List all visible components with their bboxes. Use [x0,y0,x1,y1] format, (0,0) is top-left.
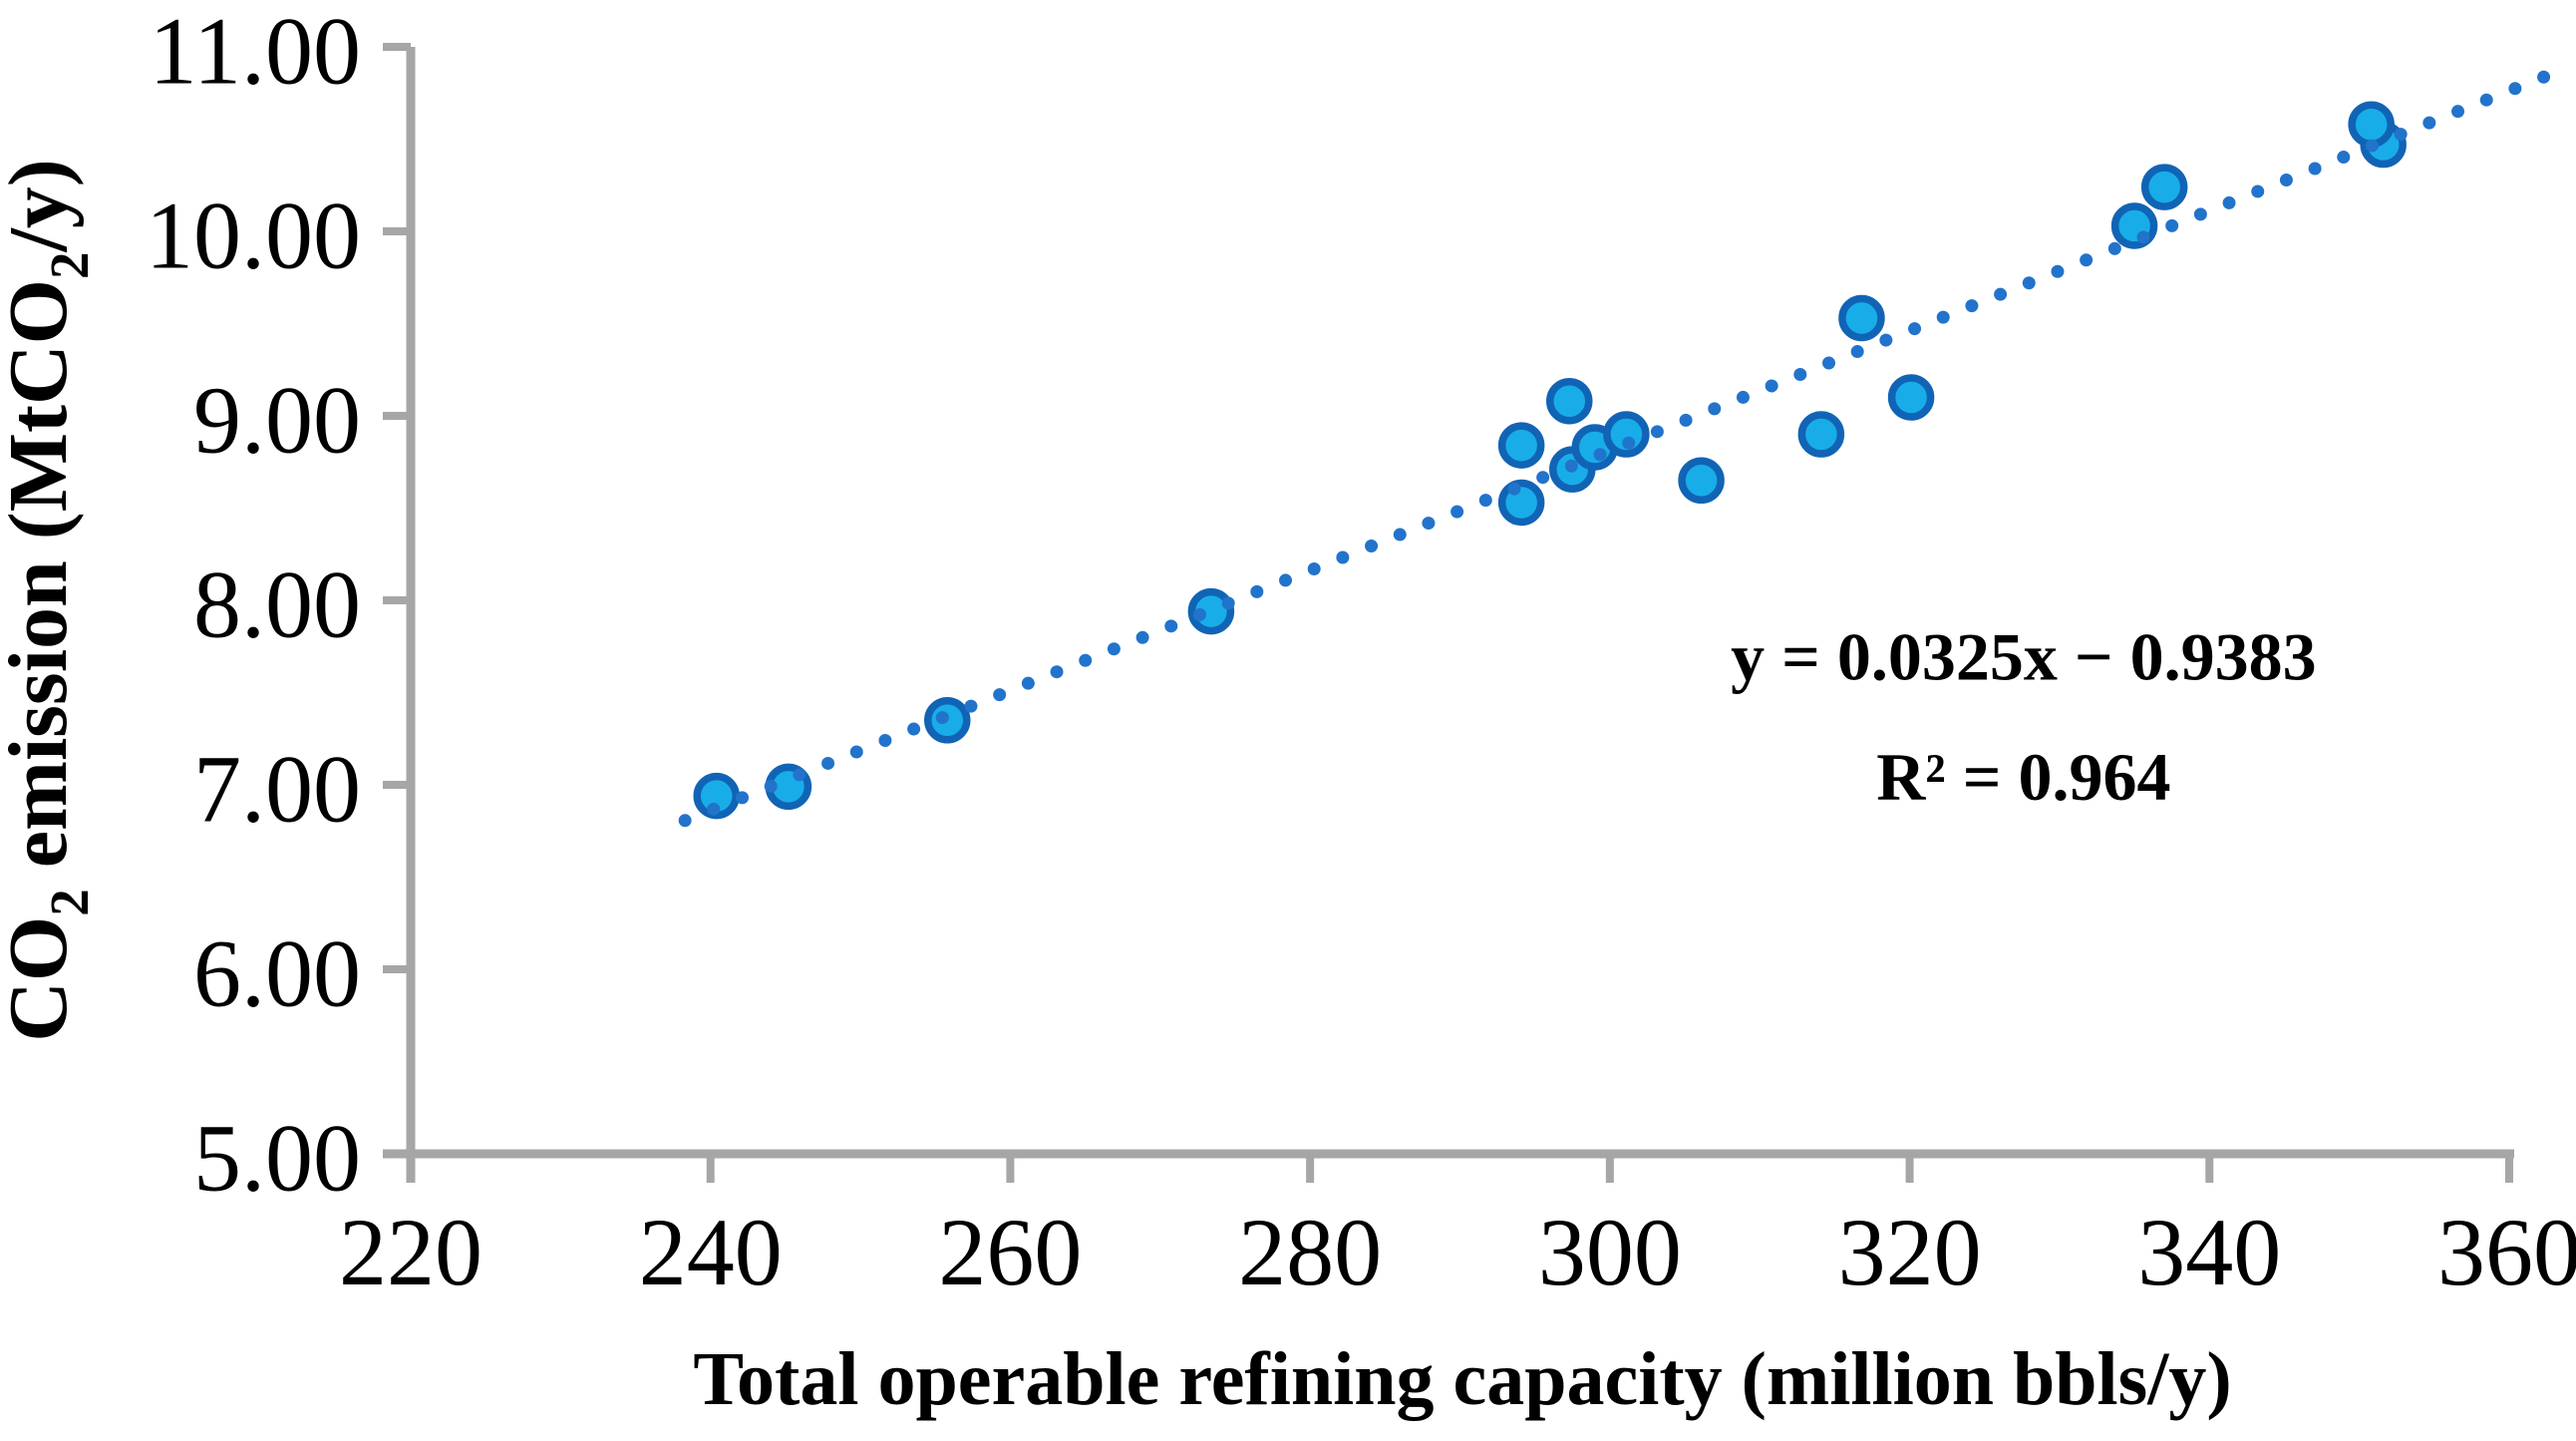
y-tick-label: 5.00 [193,1105,361,1212]
trendline-dot [1135,630,1149,644]
trendline-dot [2537,70,2551,84]
data-point [2140,164,2188,210]
x-tick-label: 280 [1238,1199,1382,1305]
trendline-dot [1793,367,1807,381]
trendline-dot [2193,207,2207,221]
trendline-dot [1050,665,1064,679]
x-axis-title: Total operable refining capacity (millio… [693,1337,2231,1421]
trendline-dot [1507,482,1521,496]
data-point [1187,587,1235,635]
trendline-dot [2422,116,2436,130]
trendline-dot [1936,310,1950,324]
x-tick-label: 220 [339,1199,483,1305]
trendline-dot [1536,471,1550,485]
y-tick-label: 8.00 [193,551,361,658]
y-tick-label: 9.00 [193,367,361,474]
data-point [2348,101,2395,148]
trendline-dot [1164,619,1178,633]
trendline-dot [1021,676,1035,690]
trendline-dot [2337,151,2351,165]
data-point [1546,377,1593,425]
trendline-dot [1879,333,1893,347]
trendline-dot [1593,448,1607,462]
trendline-dot [1250,584,1264,598]
trendline-dot [2022,276,2036,290]
trendline-dot [2222,195,2236,209]
data-point [1887,374,1935,421]
trendline-dot [1650,425,1664,439]
trendline-dot [907,722,921,736]
trendline-dot [2051,264,2065,278]
data-point [1797,411,1845,458]
trendline-dot [993,688,1007,702]
trendline-dot [2508,82,2522,96]
trendline-dot [1622,436,1636,450]
trendline-dot [1107,642,1121,656]
trendline-dot [793,768,806,782]
trendline-dot [2394,128,2408,142]
x-tick-label: 240 [639,1199,783,1305]
trendline-dot [2479,93,2493,107]
x-tick-label: 340 [2137,1199,2281,1305]
trendline-dot [2136,230,2150,244]
trendline-dot [849,745,863,759]
data-point [693,772,740,820]
trendline-dot [1450,505,1464,519]
data-point [1497,422,1545,469]
data-point [1603,411,1650,458]
trendline-dot [1365,540,1379,553]
trendline-dot [1679,413,1693,427]
trendline-dot [964,699,978,713]
y-tick-label: 6.00 [193,920,361,1027]
data-point [1838,294,1885,342]
trendline-dot [1192,607,1206,621]
trendline-dot [1307,561,1321,575]
x-tick-label: 260 [938,1199,1082,1305]
trendline-dot [1478,494,1492,508]
y-tick-label: 10.00 [146,182,361,289]
trendline-dot [1736,390,1750,404]
trendline-dot [2279,173,2293,186]
trendline-dot [764,779,778,793]
trendline-dot [2451,105,2465,119]
trendline-dot [2365,139,2379,153]
trendline-dot [1850,345,1864,359]
r-squared-text: R² = 0.964 [1876,739,2170,815]
trendline-dot [678,814,692,828]
y-tick-label: 11.00 [150,0,361,105]
trendline-dot [1336,550,1350,564]
trendline-dot [2308,162,2322,176]
trendline-dot [821,756,835,770]
trendline-dot [878,734,892,748]
equation-text: y = 0.0325x − 0.9383 [1731,619,2317,695]
trendline-dot [1393,528,1407,541]
trendline-dot [1279,573,1293,587]
trendline-dot [1221,596,1235,610]
trendline-dot [2107,241,2121,255]
trendline-dot [1821,356,1835,370]
trendline-dot [1079,653,1093,667]
y-axis-title: CO2 emission (MtCO2/y) [0,159,100,1042]
trendline-dot [2165,218,2179,232]
x-tick-label: 300 [1538,1199,1682,1305]
trendline-dot [2251,184,2265,198]
trendline-dot [1994,287,2008,301]
trendline-dot [1765,379,1778,393]
trendline-dot [1422,517,1436,531]
y-tick-label: 7.00 [193,736,361,843]
trendline-dot [707,802,721,816]
trendline-dot [1908,322,1922,336]
trendline-dot [1708,402,1722,416]
trendline-dot [1564,459,1578,473]
trendline-dot [2080,253,2093,267]
x-tick-label: 360 [2437,1199,2576,1305]
data-point [1678,457,1725,504]
trendline-dot [935,711,949,725]
trendline-dot [1965,299,1979,313]
trendline-dot [736,791,750,805]
x-tick-label: 320 [1838,1199,1982,1305]
